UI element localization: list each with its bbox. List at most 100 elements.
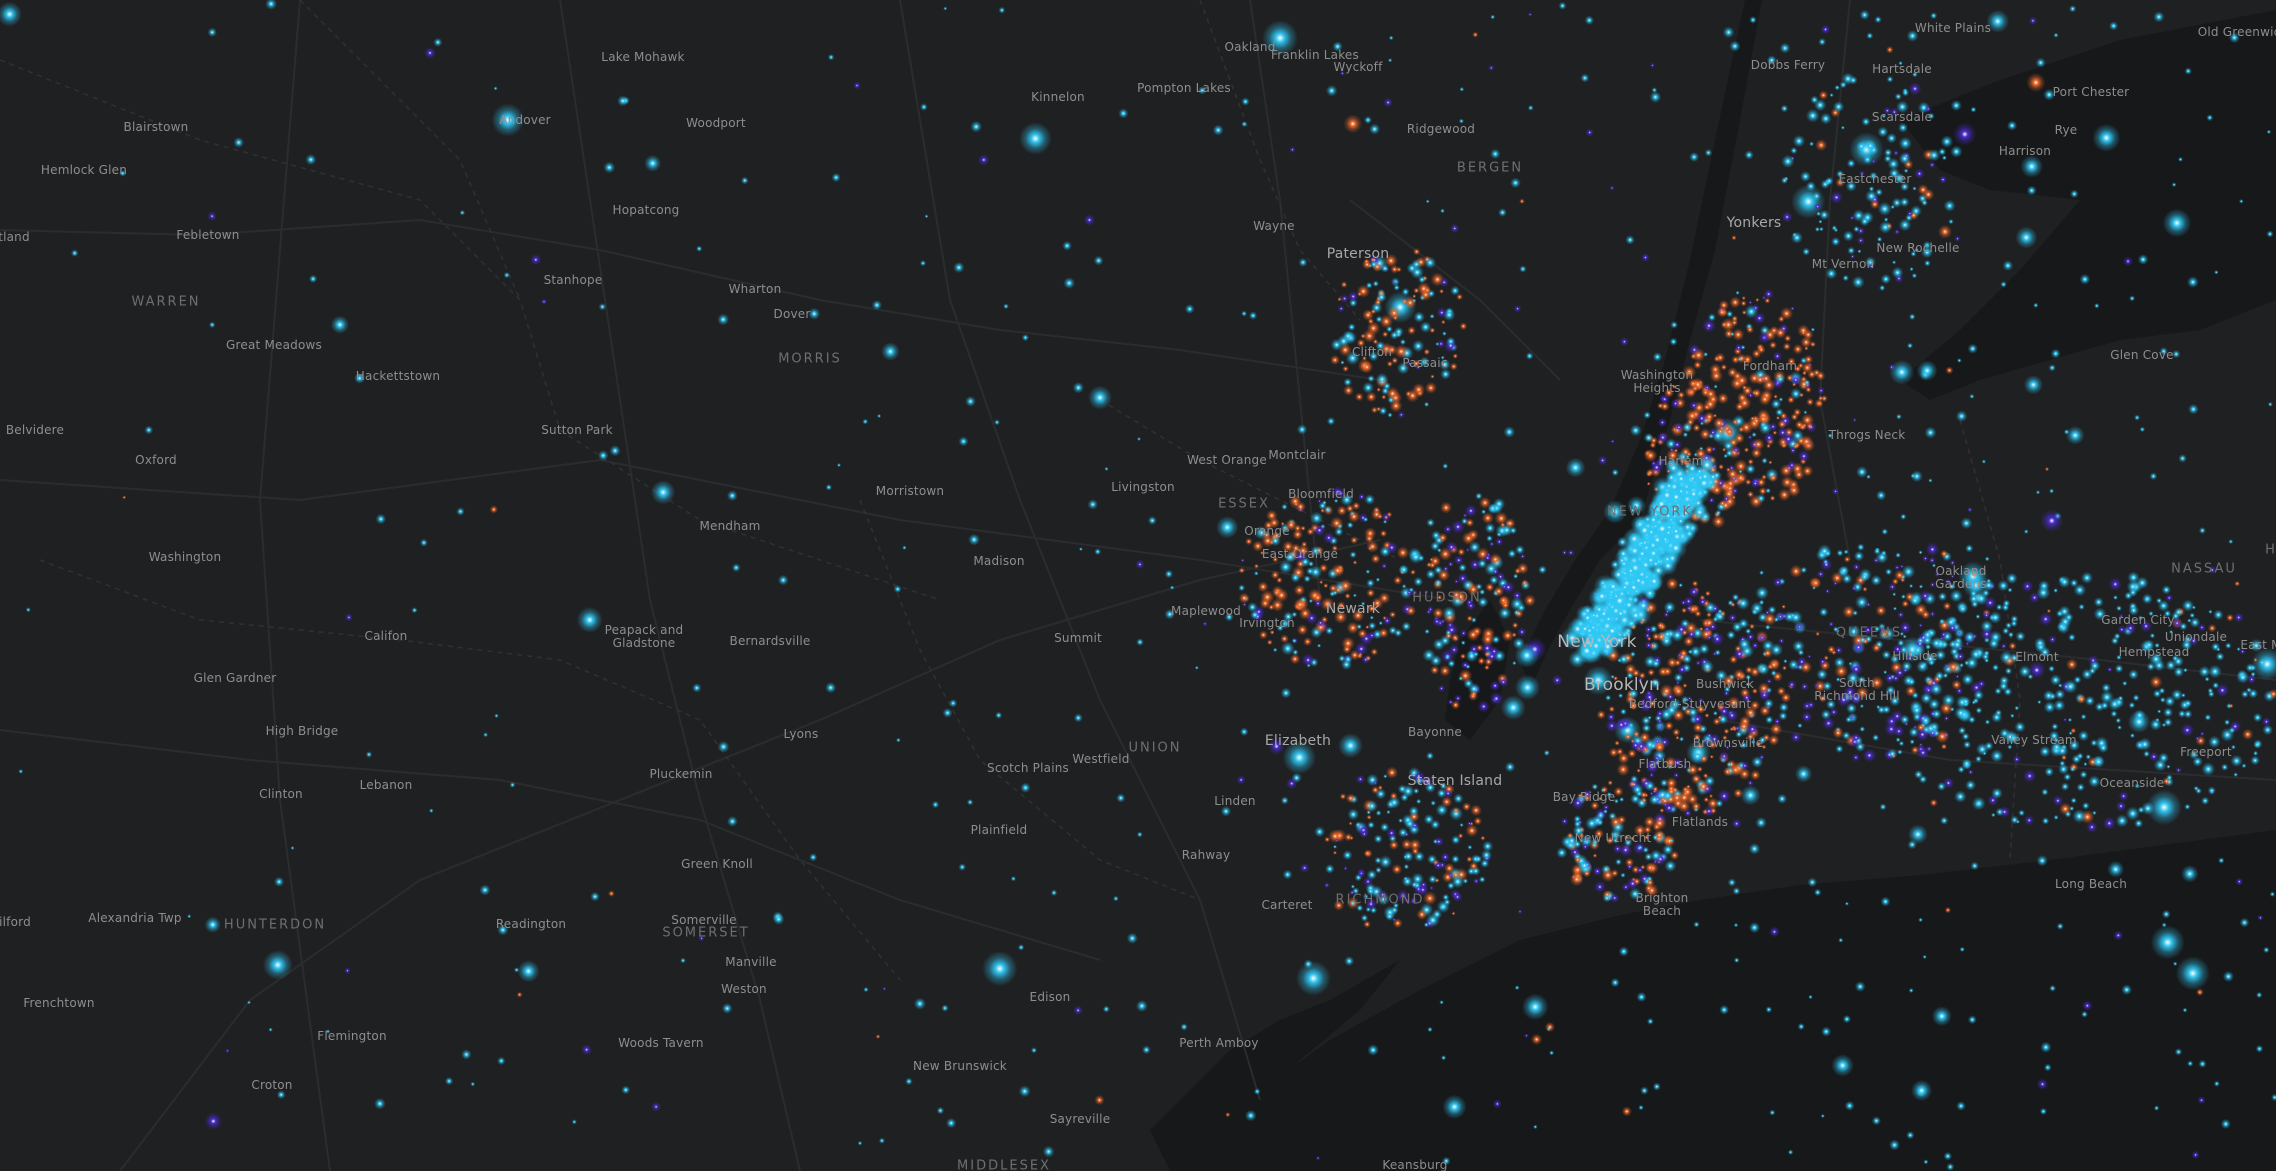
- density-dot: [2004, 667, 2013, 675]
- density-dot: [1790, 147, 1798, 155]
- place-label-white-plains: White Plains: [1914, 21, 1992, 35]
- density-dot: [1810, 327, 1816, 332]
- density-dot: [1194, 665, 1199, 670]
- density-dot: [1659, 684, 1674, 699]
- density-dot: [1731, 818, 1742, 829]
- density-dot: [1720, 321, 1728, 329]
- density-dot: [998, 6, 1006, 14]
- density-dot: [1298, 257, 1308, 267]
- density-dot: [1523, 594, 1536, 607]
- density-dot: [1419, 321, 1432, 333]
- density-dot: [1325, 84, 1338, 97]
- density-dot: [1779, 42, 1791, 54]
- density-dot: [1656, 431, 1670, 444]
- density-dot: [1888, 582, 1897, 592]
- density-dot: [1610, 674, 1615, 679]
- density-dot: [1440, 1055, 1447, 1061]
- density-dot: [1342, 330, 1354, 342]
- density-dot: [1817, 400, 1823, 407]
- density-dot: [1908, 824, 1928, 845]
- density-dot: [1371, 406, 1378, 414]
- density-dot: [1238, 584, 1246, 592]
- density-dot: [1768, 473, 1778, 483]
- density-dot: [2124, 591, 2133, 600]
- density-dot: [2034, 637, 2047, 650]
- place-label-glen-gardner: Glen Gardner: [193, 671, 277, 685]
- density-dot: [1300, 525, 1306, 532]
- density-dot: [1466, 628, 1480, 642]
- density-dot: [1638, 1104, 1644, 1111]
- density-dot: [1866, 474, 1871, 480]
- density-dot: [1062, 241, 1072, 251]
- density-dot: [740, 176, 749, 185]
- density-dot: [1618, 946, 1629, 957]
- density-dot: [1938, 618, 1946, 625]
- density-dot: [1611, 468, 1619, 477]
- density-dot: [1637, 677, 1644, 683]
- place-label-febletown: Febletown: [176, 228, 240, 242]
- density-dot: [1930, 636, 1943, 650]
- density-dot: [1769, 341, 1777, 350]
- density-dot: [1717, 715, 1723, 720]
- density-dot: [1384, 253, 1398, 268]
- density-dot: [1758, 487, 1768, 496]
- density-dot: [1860, 572, 1869, 582]
- density-dot: [1363, 849, 1371, 857]
- density-dot: [1889, 359, 1915, 385]
- density-dot: [1360, 914, 1369, 922]
- density-dot: [2023, 769, 2037, 783]
- density-dot: [1652, 1082, 1661, 1091]
- density-dot: [1422, 648, 1436, 662]
- density-dot: [1446, 621, 1455, 629]
- density-dot: [1510, 597, 1524, 611]
- place-label-keansburg: Keansburg: [1382, 1158, 1448, 1171]
- density-dot: [1959, 946, 1965, 953]
- density-dot: [2214, 270, 2219, 275]
- density-dot: [1765, 1006, 1773, 1013]
- density-dot: [1851, 753, 1860, 762]
- density-dot: [1727, 599, 1734, 607]
- density-dot: [1641, 723, 1652, 733]
- density-dot: [1945, 366, 1954, 375]
- density-dot: [1751, 608, 1759, 616]
- density-dot: [1933, 729, 1940, 737]
- density-dot: [1282, 740, 1317, 775]
- density-dot: [2255, 1044, 2264, 1053]
- density-dot: [1611, 591, 1621, 601]
- density-dot: [2207, 623, 2217, 633]
- density-dot: [1375, 577, 1381, 582]
- density-dot: [1293, 584, 1306, 596]
- density-dot: [1727, 878, 1737, 887]
- density-dot: [1560, 817, 1569, 826]
- density-dot: [1885, 714, 1899, 728]
- density-dot: [354, 372, 366, 384]
- density-dot: [1751, 756, 1764, 768]
- density-dot: [1337, 601, 1346, 610]
- density-dot: [1758, 393, 1772, 406]
- density-dot: [1439, 635, 1451, 646]
- density-dot: [1238, 592, 1250, 604]
- place-label-franklin-lakes: Franklin Lakes: [1271, 48, 1359, 62]
- density-dot: [1928, 659, 1935, 666]
- density-dot: [2262, 724, 2273, 736]
- place-label-hartsdale: Hartsdale: [1872, 62, 1932, 76]
- density-dot: [1524, 1033, 1529, 1039]
- density-dot: [1801, 711, 1813, 723]
- density-dot: [1957, 631, 1962, 636]
- density-dot: [1722, 26, 1735, 39]
- density-dot: [1605, 836, 1615, 845]
- density-dot: [1242, 602, 1247, 607]
- density-dot: [1931, 1006, 1952, 1027]
- density-dot: [1425, 609, 1432, 615]
- density-dot: [1633, 824, 1647, 837]
- density-dot: [995, 711, 1003, 719]
- county-label-hudson: HUDSON: [1412, 590, 1482, 606]
- density-dot: [1836, 692, 1851, 707]
- density-dot: [2056, 922, 2064, 930]
- density-dot: [1729, 763, 1743, 777]
- density-dot: [1924, 426, 1937, 439]
- density-dot: [1340, 281, 1348, 288]
- density-dot: [2267, 401, 2273, 407]
- density-dot: [1687, 604, 1699, 615]
